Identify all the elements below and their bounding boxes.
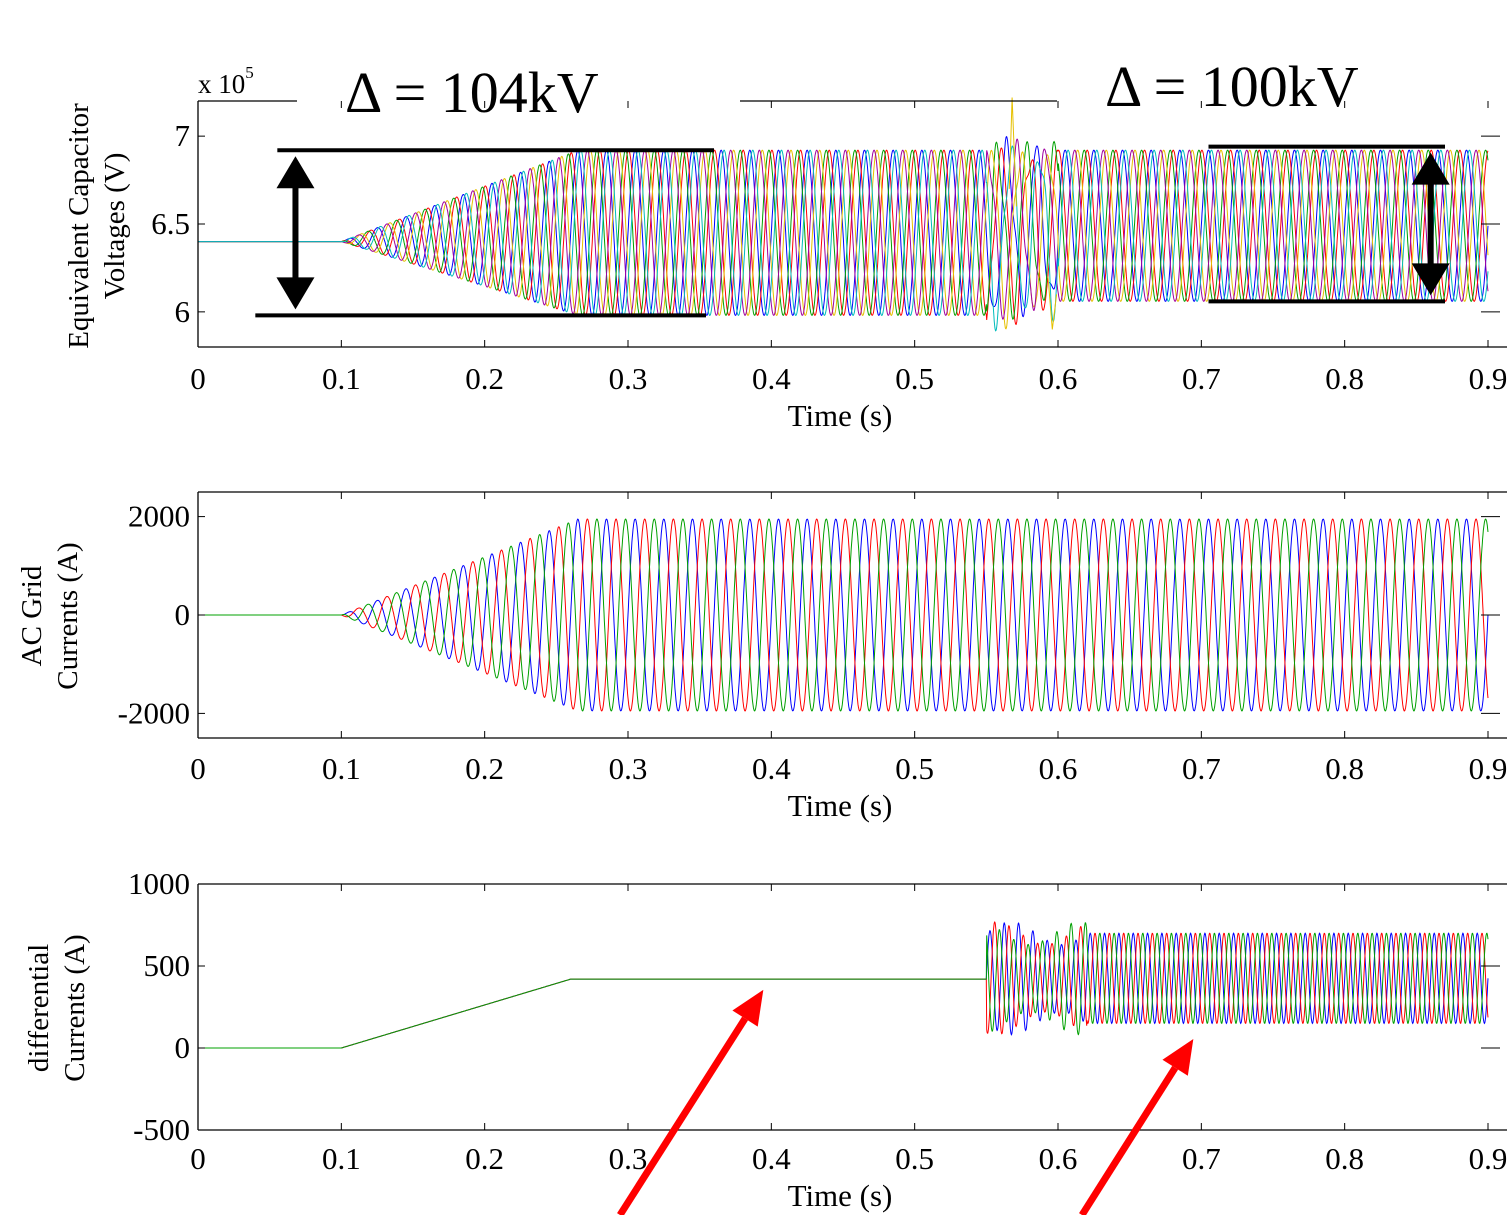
x-tick-label: 0.5: [895, 1141, 934, 1176]
y-tick-label: 6: [175, 294, 191, 329]
x-tick-label: 0.5: [895, 361, 934, 396]
capacitor-voltage-ticks: 0 0.1 0.2 0.3 0.4 0.5 0.6 0.7 0.8 0.9 6 6.5 7: [151, 101, 1507, 396]
x-tick-label: 0.3: [609, 751, 648, 786]
x-tick-label: 0: [190, 1141, 206, 1176]
differential-ylabel-line1: differential: [23, 944, 55, 1072]
red-arrow-shaft: [617, 1016, 749, 1215]
red-arrow-head: [732, 989, 764, 1027]
x-tick-label: 0.2: [465, 361, 504, 396]
x-tick-label: 0.8: [1325, 1141, 1364, 1176]
capacitor-voltage-xlabel: Time (s): [788, 398, 893, 433]
capacitor-voltage-ylabel-line1: Equivalent Capacitor: [63, 103, 95, 349]
ac-grid-current-series: [198, 518, 1489, 712]
differential-xlabel: Time (s): [788, 1178, 893, 1213]
x-tick-label: 0.4: [752, 751, 791, 786]
x-tick-label: 0.6: [1039, 361, 1078, 396]
x-tick-label: 0.1: [322, 751, 361, 786]
ac-grid-current-series: [198, 518, 1489, 712]
disturbance-spike-high: [1008, 97, 1017, 207]
x-tick-label: 0.3: [609, 361, 648, 396]
ac-grid-xlabel: Time (s): [788, 788, 893, 823]
x-tick-label: 0.9: [1469, 1141, 1507, 1176]
y-tick-label: 6.5: [151, 206, 190, 241]
x-tick-label: 0.2: [465, 751, 504, 786]
differential-arrows: [617, 989, 1194, 1215]
x-tick-label: 0.7: [1182, 361, 1221, 396]
ac-grid-current-series: [198, 518, 1489, 712]
ac-grid-ylabel-line1: AC Grid: [16, 565, 48, 666]
capacitor-voltage-exponent: x 105: [198, 63, 254, 99]
capacitor-voltage-lines: [198, 97, 1489, 332]
differential-current-lines: [198, 921, 1489, 1049]
x-tick-label: 0.5: [895, 751, 934, 786]
x-tick-label: 0.9: [1469, 751, 1507, 786]
ac-grid-current-lines: [198, 518, 1489, 712]
y-tick-label: 0: [175, 597, 191, 632]
capacitor-voltage-series: [198, 138, 1489, 320]
x-tick-label: 0.4: [752, 1141, 791, 1176]
disturbance-spike-low: [1047, 276, 1058, 330]
capacitor-voltage-series: [198, 140, 1489, 320]
y-tick-label: 1000: [128, 866, 190, 901]
capacitor-voltage-series: [198, 149, 1489, 330]
y-tick-label: 7: [175, 118, 191, 153]
x-tick-label: 0.9: [1469, 361, 1507, 396]
capacitor-voltage-annotations: Δ = 104kV Δ = 100kV: [255, 54, 1450, 318]
differential-ylabel-line2: Currents (A): [59, 934, 91, 1081]
red-arrow-shaft: [1079, 1065, 1179, 1215]
differential-current-series: [198, 922, 1489, 1049]
capacitor-voltage-series: [198, 145, 1489, 332]
ac-grid-ylabel-line2: Currents (A): [52, 542, 84, 689]
x-tick-label: 0.6: [1039, 751, 1078, 786]
capacitor-voltage-series: [198, 135, 1489, 318]
x-tick-label: 0.8: [1325, 751, 1364, 786]
double-arrow-head-up: [1411, 152, 1450, 185]
x-tick-label: 0: [190, 751, 206, 786]
x-tick-label: 0.7: [1182, 1141, 1221, 1176]
differential-current-subplot: 0 0.1 0.2 0.3 0.4 0.5 0.6 0.7 0.8 0.910005000-500…: [23, 866, 1507, 1215]
y-tick-label: 0: [175, 1030, 191, 1065]
x-tick-label: 0.1: [322, 361, 361, 396]
y-tick-label: -2000: [118, 695, 190, 730]
x-tick-label: 0.8: [1325, 361, 1364, 396]
x-tick-label: 0.2: [465, 1141, 504, 1176]
y-tick-label: 2000: [128, 499, 190, 534]
double-arrow-head-down: [1411, 263, 1450, 296]
double-arrow-head-up: [276, 156, 315, 189]
delta-104kv-label: Δ = 104kV: [345, 60, 599, 125]
capacitor-voltage-subplot: 0 0.1 0.2 0.3 0.4 0.5 0.6 0.7 0.8 0.966.57 x 105 …: [63, 54, 1507, 433]
y-tick-label: 500: [144, 948, 191, 983]
x-tick-label: 0: [190, 361, 206, 396]
capacitor-voltage-ylabel-line2: Voltages (V): [99, 153, 131, 300]
x-tick-label: 0.1: [322, 1141, 361, 1176]
x-tick-label: 0.3: [609, 1141, 648, 1176]
double-arrow-head-down: [276, 277, 315, 310]
x-tick-label: 0.4: [752, 361, 791, 396]
delta-100kv-label: Δ = 100kV: [1105, 54, 1359, 119]
red-arrow-head: [1162, 1039, 1194, 1076]
y-tick-label: -500: [133, 1112, 190, 1147]
differential-current-axes: [197, 883, 1507, 1131]
x-tick-label: 0.7: [1182, 751, 1221, 786]
x-tick-label: 0.6: [1039, 1141, 1078, 1176]
